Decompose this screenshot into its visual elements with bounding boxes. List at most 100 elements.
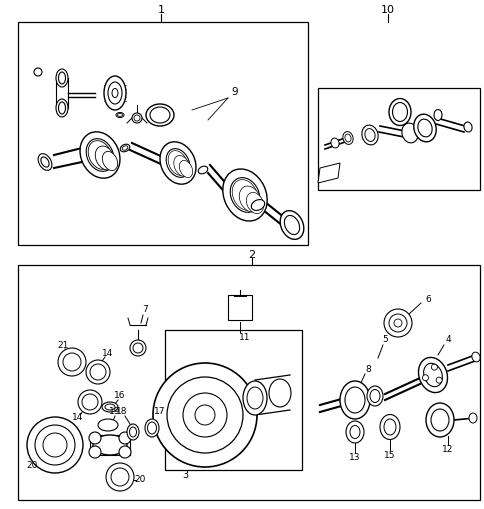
Ellipse shape: [145, 419, 159, 437]
Bar: [18, 22, 307, 245]
Ellipse shape: [345, 421, 363, 443]
Ellipse shape: [463, 122, 471, 132]
Circle shape: [89, 432, 101, 444]
Ellipse shape: [379, 414, 399, 439]
Ellipse shape: [471, 352, 479, 362]
Polygon shape: [318, 163, 339, 183]
Text: 19: 19: [109, 408, 121, 416]
Ellipse shape: [147, 422, 156, 434]
Ellipse shape: [392, 102, 407, 122]
Ellipse shape: [168, 151, 187, 176]
Circle shape: [383, 309, 411, 337]
Text: 21: 21: [57, 341, 69, 350]
Ellipse shape: [246, 192, 263, 214]
Ellipse shape: [284, 215, 299, 235]
Text: 14: 14: [72, 413, 84, 422]
Ellipse shape: [239, 186, 260, 212]
Bar: [227, 295, 252, 320]
Ellipse shape: [38, 154, 52, 171]
Text: 13: 13: [348, 454, 360, 463]
Ellipse shape: [80, 132, 120, 178]
Ellipse shape: [342, 132, 352, 145]
Text: 4: 4: [444, 335, 450, 345]
Ellipse shape: [95, 146, 115, 170]
Ellipse shape: [242, 381, 267, 415]
Ellipse shape: [222, 169, 267, 221]
Circle shape: [119, 446, 131, 458]
Text: 18: 18: [116, 408, 127, 416]
Text: 16: 16: [114, 391, 125, 401]
Ellipse shape: [251, 200, 264, 210]
Ellipse shape: [232, 180, 257, 210]
Ellipse shape: [246, 387, 262, 409]
Circle shape: [430, 364, 437, 370]
Ellipse shape: [468, 413, 476, 423]
Text: 20: 20: [26, 461, 38, 469]
Ellipse shape: [344, 387, 364, 413]
Text: 15: 15: [383, 450, 395, 460]
Ellipse shape: [417, 119, 431, 137]
Circle shape: [86, 360, 110, 384]
Text: 3: 3: [182, 470, 188, 480]
Ellipse shape: [117, 114, 122, 117]
Ellipse shape: [102, 152, 118, 171]
Ellipse shape: [369, 389, 379, 403]
Ellipse shape: [150, 107, 170, 123]
Text: 1: 1: [157, 5, 164, 15]
Text: 11: 11: [239, 332, 250, 342]
Circle shape: [130, 340, 146, 356]
Ellipse shape: [122, 146, 128, 150]
Text: 10: 10: [380, 5, 394, 15]
Ellipse shape: [198, 166, 207, 174]
Circle shape: [134, 115, 140, 121]
Text: 2: 2: [248, 250, 255, 260]
Circle shape: [111, 468, 129, 486]
Ellipse shape: [230, 178, 259, 212]
Ellipse shape: [104, 76, 126, 110]
Ellipse shape: [433, 109, 441, 121]
Ellipse shape: [166, 149, 189, 177]
Ellipse shape: [41, 157, 49, 167]
Ellipse shape: [56, 99, 68, 117]
Text: 20: 20: [134, 475, 145, 485]
Ellipse shape: [86, 138, 114, 172]
Circle shape: [89, 446, 101, 458]
Circle shape: [119, 432, 131, 444]
Ellipse shape: [116, 112, 124, 118]
Ellipse shape: [339, 381, 369, 419]
Text: 12: 12: [441, 445, 453, 455]
Ellipse shape: [280, 211, 303, 239]
Ellipse shape: [120, 144, 130, 152]
Ellipse shape: [59, 102, 65, 114]
Text: 7: 7: [142, 305, 148, 315]
Bar: [318, 88, 479, 190]
Circle shape: [106, 463, 134, 491]
Ellipse shape: [127, 424, 139, 440]
Ellipse shape: [366, 386, 382, 406]
Circle shape: [82, 394, 98, 410]
Circle shape: [132, 113, 142, 123]
Ellipse shape: [93, 435, 127, 455]
Ellipse shape: [383, 419, 395, 435]
Text: 6: 6: [424, 296, 430, 304]
Ellipse shape: [418, 357, 447, 392]
Ellipse shape: [129, 427, 136, 437]
Ellipse shape: [173, 156, 190, 177]
Circle shape: [195, 405, 214, 425]
Ellipse shape: [179, 160, 192, 178]
Ellipse shape: [361, 125, 378, 145]
Circle shape: [35, 425, 75, 465]
Text: 9: 9: [231, 87, 238, 97]
Text: 5: 5: [381, 335, 387, 345]
Circle shape: [58, 348, 86, 376]
Ellipse shape: [146, 104, 174, 126]
Circle shape: [63, 353, 81, 371]
Text: 8: 8: [364, 365, 370, 375]
Circle shape: [34, 68, 42, 76]
Ellipse shape: [430, 409, 448, 431]
Circle shape: [152, 363, 257, 467]
Circle shape: [27, 417, 83, 473]
Ellipse shape: [56, 69, 68, 87]
Circle shape: [388, 314, 406, 332]
Circle shape: [78, 390, 102, 414]
